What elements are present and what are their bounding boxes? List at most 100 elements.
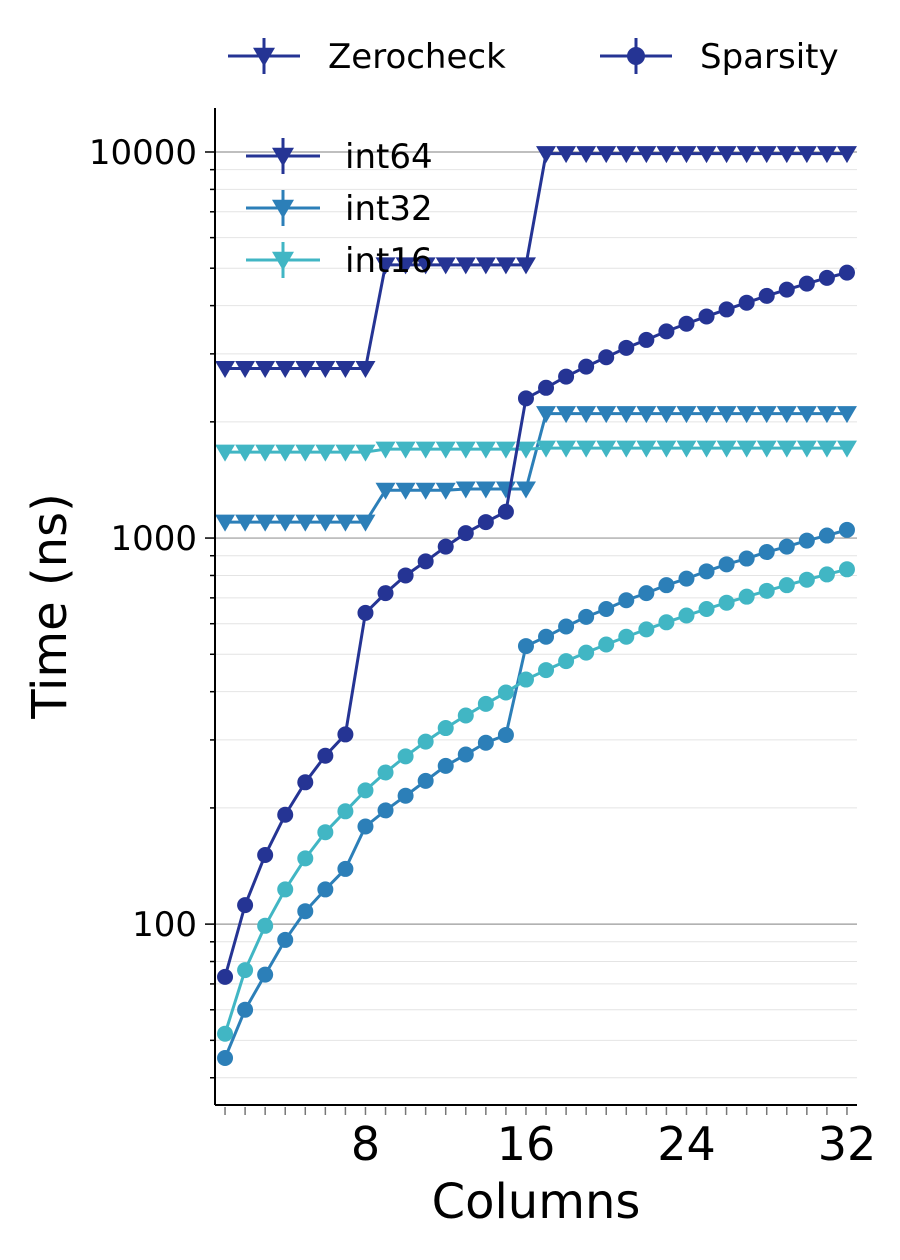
legend-label: Sparsity (700, 37, 839, 77)
x-tick-label: 32 (818, 1117, 877, 1171)
data-point (656, 440, 677, 458)
legend-marker (253, 47, 275, 67)
data-point (297, 850, 314, 867)
data-point (656, 406, 677, 424)
data-point (718, 594, 735, 611)
data-point (517, 671, 534, 688)
data-point (355, 514, 376, 532)
data-point (295, 514, 316, 532)
data-point (337, 726, 354, 743)
data-point (576, 406, 597, 424)
data-point (415, 441, 436, 459)
data-point (538, 628, 555, 645)
legend-label: int16 (345, 241, 433, 281)
data-point (475, 481, 496, 499)
data-point (275, 444, 296, 462)
series-line (223, 528, 848, 1059)
data-point (736, 146, 757, 164)
data-point (796, 146, 817, 164)
data-point (335, 444, 356, 462)
data-point (616, 146, 637, 164)
data-point (375, 441, 396, 459)
data-point (477, 734, 494, 751)
data-point (397, 567, 414, 584)
data-point (798, 275, 815, 292)
data-point (515, 441, 536, 459)
data-point (375, 482, 396, 500)
data-point (796, 440, 817, 458)
data-point (676, 440, 697, 458)
legend-item-int16: int16 (246, 241, 433, 281)
data-point (776, 146, 797, 164)
data-point (596, 440, 617, 458)
data-point (756, 146, 777, 164)
data-point (277, 881, 294, 898)
data-point (696, 440, 717, 458)
y-tick-label: 100 (132, 905, 197, 945)
data-point (477, 695, 494, 712)
data-point (658, 614, 675, 631)
data-point (235, 360, 256, 378)
data-point (217, 1025, 234, 1042)
data-point (676, 406, 697, 424)
data-point (497, 684, 514, 701)
legend-marker (272, 147, 294, 167)
data-point (275, 514, 296, 532)
data-point (536, 146, 557, 164)
series-line (223, 271, 848, 978)
data-point (658, 577, 675, 594)
data-point (215, 360, 236, 378)
data-point (558, 653, 575, 670)
data-point (596, 406, 617, 424)
data-point (495, 441, 516, 459)
data-point (317, 747, 334, 764)
data-point (718, 301, 735, 318)
data-point (475, 441, 496, 459)
data-point (377, 585, 394, 602)
data-point (477, 514, 494, 531)
data-point (335, 514, 356, 532)
data-point (656, 146, 677, 164)
data-point (435, 441, 456, 459)
data-point (796, 406, 817, 424)
data-point (838, 264, 855, 281)
data-point (415, 482, 436, 500)
series-int32-zerocheck (215, 406, 857, 532)
series-line (225, 412, 847, 524)
data-point (578, 358, 595, 375)
data-point (776, 406, 797, 424)
x-axis-label: Columns (432, 1174, 641, 1230)
data-point (756, 406, 777, 424)
data-point (778, 577, 795, 594)
data-point (758, 287, 775, 304)
data-point (678, 315, 695, 332)
data-point (415, 257, 436, 275)
data-point (598, 349, 615, 366)
data-point (457, 746, 474, 763)
series-int64-sparsity (217, 264, 855, 985)
data-point (257, 917, 274, 934)
data-point (738, 588, 755, 605)
marker-legend: Zerocheck Sparsity (228, 37, 839, 77)
series-int32-sparsity (217, 521, 855, 1067)
data-point (375, 257, 396, 275)
data-point (558, 368, 575, 385)
data-point (495, 257, 516, 275)
data-point (576, 440, 597, 458)
data-point (237, 1001, 254, 1018)
data-point (738, 294, 755, 311)
data-point (818, 269, 835, 286)
legend-label: int32 (345, 189, 433, 229)
legend-marker (627, 47, 645, 65)
data-point (337, 803, 354, 820)
series-int16-sparsity (217, 561, 855, 1042)
data-point (778, 538, 795, 555)
data-point (616, 440, 637, 458)
data-point (798, 571, 815, 588)
data-point (816, 146, 837, 164)
data-point (756, 440, 777, 458)
data-point (237, 897, 254, 914)
data-point (838, 521, 855, 538)
y-tick-label: 1000 (110, 519, 197, 559)
data-point (257, 847, 274, 864)
